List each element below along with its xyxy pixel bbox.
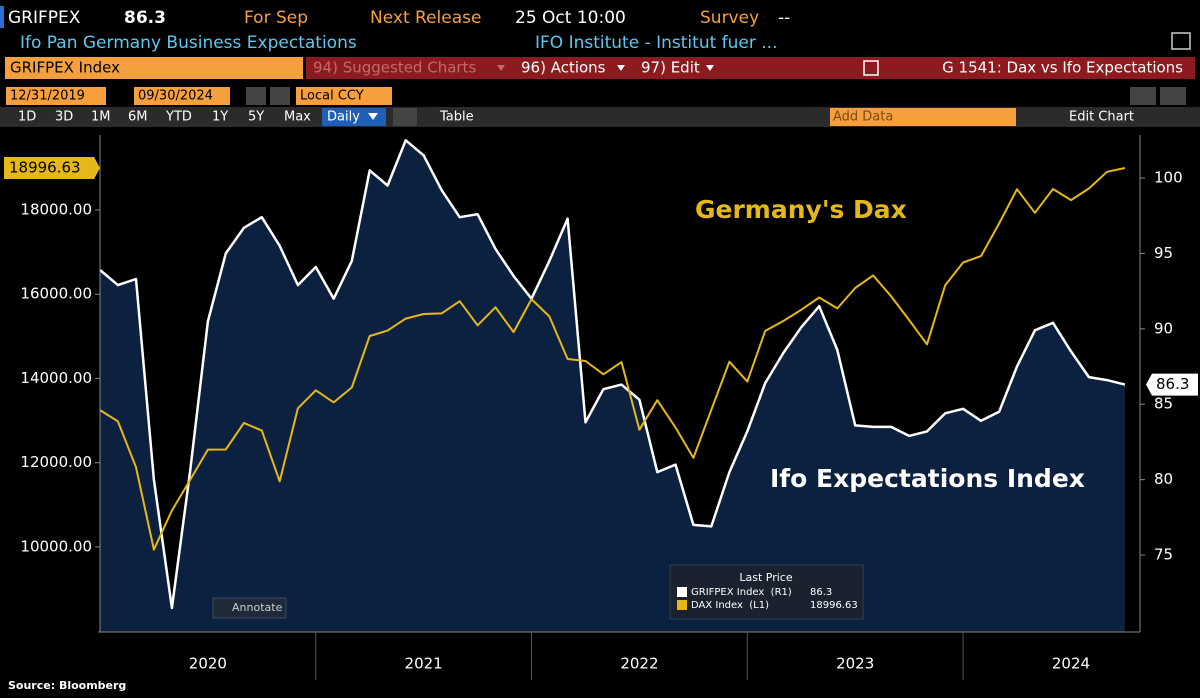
frequency: Daily <box>327 110 360 125</box>
annotation: Germany's Dax <box>695 195 907 224</box>
y-tick-label: 16000.00 <box>20 285 92 303</box>
menu-bar <box>306 57 1195 79</box>
release: 25 Oct 10:00 <box>515 8 626 28</box>
period-button[interactable]: 5Y <box>248 110 264 125</box>
end-date: 09/30/2024 <box>138 89 213 104</box>
x-tick-label: 2024 <box>1052 655 1090 673</box>
period-button[interactable]: Max <box>284 110 311 125</box>
legend-value: 18996.63 <box>810 600 858 611</box>
marker <box>0 6 4 28</box>
annotate: Annotate <box>232 601 283 614</box>
period-button[interactable]: 1M <box>91 110 111 125</box>
security: GRIFPEX Index <box>10 59 120 77</box>
period-button[interactable]: 3D <box>55 110 73 125</box>
period-button[interactable]: 1Y <box>212 110 228 125</box>
y-tick-label: 18000.00 <box>20 200 92 218</box>
y-tick-label: 10000.00 <box>20 537 92 555</box>
line <box>99 139 1126 610</box>
frequency-box[interactable] <box>322 108 386 126</box>
y2-tick-label: 100 <box>1154 168 1183 186</box>
line <box>99 167 1126 551</box>
y2-tick-label: 90 <box>1154 319 1173 337</box>
dropdown-arrow <box>617 65 625 71</box>
dropdown-arrow <box>368 113 378 120</box>
menu[interactable]: 94) Suggested Charts <box>313 59 476 77</box>
footer-source: Source: Bloomberg <box>8 679 126 692</box>
y2-tick-label: 80 <box>1154 470 1173 488</box>
period-button[interactable]: YTD <box>165 110 192 125</box>
period: For Sep <box>244 8 308 28</box>
redo-button[interactable] <box>1160 87 1186 105</box>
legend-label: DAX Index (L1) <box>691 600 769 611</box>
dropdown-arrow <box>497 65 505 71</box>
period-button[interactable]: 6M <box>128 110 148 125</box>
date-box[interactable] <box>134 87 230 105</box>
ticker: GRIFPEX <box>8 8 81 28</box>
legend-swatch <box>677 600 687 610</box>
undo-button[interactable] <box>1130 87 1156 105</box>
edit-chart[interactable]: Edit Chart <box>1069 110 1134 125</box>
release-label: Next Release <box>370 8 481 28</box>
chart-type-button[interactable] <box>393 108 417 126</box>
y2-tick-label: 85 <box>1154 395 1173 413</box>
survey-label: Survey <box>700 8 759 28</box>
chart: 10000.00 12000.00 14000.00 16000.00 18000.00… <box>4 135 1198 680</box>
last-tag-arrow <box>94 156 100 179</box>
area <box>100 140 1125 633</box>
last-tag <box>1152 373 1198 396</box>
last-tag-label: 86.3 <box>1156 375 1189 393</box>
y-tick-label: 12000.00 <box>20 453 92 471</box>
security-box[interactable] <box>5 57 303 79</box>
legend-value: 86.3 <box>810 587 832 598</box>
link-icon <box>863 60 879 76</box>
last-tag-label: 18996.63 <box>9 158 81 176</box>
period-button[interactable]: 1D <box>18 110 36 125</box>
start-date: 12/31/2019 <box>10 89 85 104</box>
x-tick-label: 2021 <box>405 655 443 673</box>
dropdown-arrow <box>706 65 714 71</box>
menu[interactable]: 97) Edit <box>641 59 700 77</box>
chart-name: G 1541: Dax vs Ifo Expectations <box>942 59 1183 77</box>
menu[interactable]: 96) Actions <box>521 59 606 77</box>
legend-label: GRIFPEX Index (R1) <box>691 587 792 598</box>
legend <box>669 564 864 620</box>
x-tick-label: 2020 <box>189 655 227 673</box>
annotate-button[interactable] <box>212 597 287 619</box>
last-tag <box>4 156 94 179</box>
legend-swatch <box>677 587 687 597</box>
popout-icon[interactable] <box>1171 32 1191 50</box>
x-tick-label: 2023 <box>836 655 874 673</box>
last-tag-arrow <box>1146 373 1152 396</box>
source: IFO Institute - Institut fuer ... <box>535 33 777 53</box>
prev-button[interactable] <box>246 87 266 105</box>
legend-title: Last Price <box>739 571 792 584</box>
next-button[interactable] <box>270 87 290 105</box>
currency: Local CCY <box>300 89 364 104</box>
table-button[interactable]: Table <box>439 110 474 125</box>
x-tick-label: 2022 <box>620 655 658 673</box>
add-data: Add Data <box>833 110 893 125</box>
y2-tick-label: 75 <box>1154 546 1173 564</box>
description: Ifo Pan Germany Business Expectations <box>20 33 357 53</box>
y-tick-label: 14000.00 <box>20 369 92 387</box>
add-data-box[interactable] <box>830 108 1016 126</box>
last-value: 86.3 <box>124 8 166 28</box>
period-buttons: 1D 3D 1M 6M YTD 1Y 5Y Max <box>18 110 311 125</box>
date-box[interactable] <box>6 87 106 105</box>
survey: -- <box>778 8 790 28</box>
annotation: Ifo Expectations Index <box>770 464 1085 493</box>
currency-box[interactable] <box>296 87 392 105</box>
y2-tick-label: 95 <box>1154 244 1173 262</box>
